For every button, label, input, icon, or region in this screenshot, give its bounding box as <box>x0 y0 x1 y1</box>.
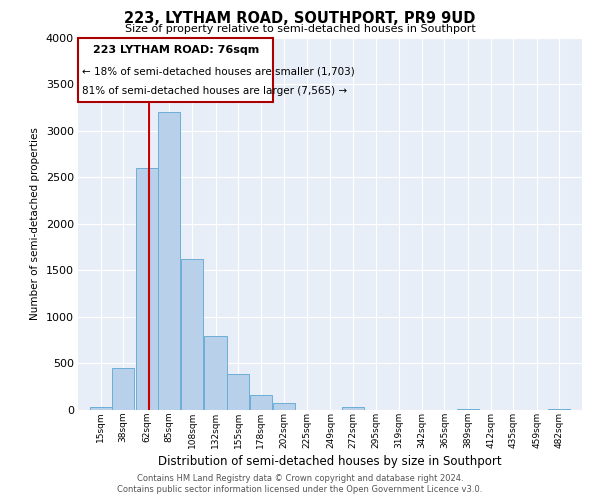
Bar <box>136 168 158 410</box>
X-axis label: Distribution of semi-detached houses by size in Southport: Distribution of semi-detached houses by … <box>158 454 502 468</box>
Bar <box>89 407 112 410</box>
Bar <box>548 408 571 410</box>
Text: 81% of semi-detached houses are larger (7,565) →: 81% of semi-detached houses are larger (… <box>82 86 347 96</box>
Bar <box>227 374 249 410</box>
Y-axis label: Number of semi-detached properties: Number of semi-detached properties <box>30 128 40 320</box>
Bar <box>273 404 295 410</box>
Bar <box>342 407 364 410</box>
Bar <box>112 368 134 410</box>
Bar <box>205 336 227 410</box>
Text: 223 LYTHAM ROAD: 76sqm: 223 LYTHAM ROAD: 76sqm <box>92 44 259 54</box>
Text: Contains public sector information licensed under the Open Government Licence v3: Contains public sector information licen… <box>118 485 482 494</box>
Bar <box>79 38 273 102</box>
Bar <box>250 395 272 410</box>
Text: ← 18% of semi-detached houses are smaller (1,703): ← 18% of semi-detached houses are smalle… <box>82 66 355 76</box>
Bar <box>457 408 479 410</box>
Bar <box>181 259 203 410</box>
Bar <box>158 112 181 410</box>
Text: Contains HM Land Registry data © Crown copyright and database right 2024.: Contains HM Land Registry data © Crown c… <box>137 474 463 483</box>
Text: 223, LYTHAM ROAD, SOUTHPORT, PR9 9UD: 223, LYTHAM ROAD, SOUTHPORT, PR9 9UD <box>124 11 476 26</box>
Text: Size of property relative to semi-detached houses in Southport: Size of property relative to semi-detach… <box>125 24 475 34</box>
